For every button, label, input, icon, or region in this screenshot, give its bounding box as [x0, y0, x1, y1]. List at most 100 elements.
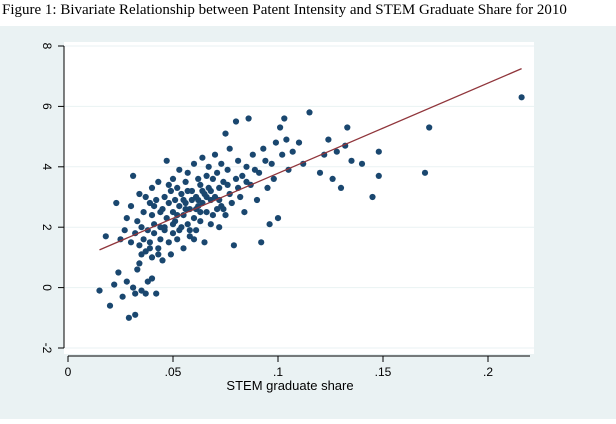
scatter-point [185, 188, 191, 194]
y-tick-label: 6 [40, 103, 54, 110]
scatter-point [180, 197, 186, 203]
scatter-point [155, 179, 161, 185]
scatter-point [103, 233, 109, 239]
scatter-point [264, 185, 270, 191]
x-tick-label: .05 [165, 365, 182, 379]
scatter-point [176, 167, 182, 173]
scatter-point [120, 294, 126, 300]
scatter-point [170, 176, 176, 182]
scatter-point [195, 197, 201, 203]
scatter-point [267, 221, 273, 227]
scatter-point [155, 251, 161, 257]
scatter-point [124, 279, 130, 285]
scatter-point [134, 266, 140, 272]
scatter-point [214, 170, 220, 176]
x-tick-label: 0 [65, 365, 72, 379]
scatter-point [250, 152, 256, 158]
scatter-point [290, 149, 296, 155]
scatter-point [254, 197, 260, 203]
scatter-point [128, 239, 134, 245]
scatter-point [176, 203, 182, 209]
y-tick-label: 2 [40, 224, 54, 231]
scatter-point [130, 173, 136, 179]
y-tick-label: -2 [40, 343, 54, 354]
scatter-point [325, 137, 331, 143]
scatter-point [122, 227, 128, 233]
scatter-point [157, 209, 163, 215]
scatter-point [164, 158, 170, 164]
scatter-point [306, 109, 312, 115]
x-tick-label: .2 [483, 365, 493, 379]
scatter-point [162, 194, 168, 200]
scatter-point [235, 158, 241, 164]
scatter-point [136, 242, 142, 248]
scatter-point [151, 203, 157, 209]
scatter-point [330, 176, 336, 182]
scatter-point [212, 152, 218, 158]
scatter-point [136, 191, 142, 197]
scatter-point [241, 209, 247, 215]
scatter-point [159, 257, 165, 263]
scatter-point [220, 206, 226, 212]
scatter-point [185, 221, 191, 227]
scatter-point [225, 167, 231, 173]
scatter-point [277, 124, 283, 130]
scatter-point [155, 245, 161, 251]
scatter-point [237, 194, 243, 200]
scatter-point [149, 254, 155, 260]
scatter-point [344, 124, 350, 130]
scatter-point [262, 158, 268, 164]
scatter-point [227, 146, 233, 152]
scatter-point [273, 140, 279, 146]
scatter-point [204, 209, 210, 215]
scatter-point [170, 230, 176, 236]
scatter-point [426, 124, 432, 130]
scatter-point [124, 215, 130, 221]
scatter-point [130, 285, 136, 291]
scatter-point [149, 185, 155, 191]
scatter-point [252, 167, 258, 173]
figure-title: Figure 1: Bivariate Relationship between… [2, 2, 567, 19]
scatter-point [96, 288, 102, 294]
chart-svg: -2024680.05.1.15.2 STEM graduate share [0, 26, 616, 419]
scatter-point [174, 236, 180, 242]
scatter-point [376, 149, 382, 155]
scatter-point [178, 191, 184, 197]
scatter-point [271, 176, 277, 182]
scatter-point [157, 236, 163, 242]
scatter-point [168, 188, 174, 194]
scatter-point [208, 221, 214, 227]
y-tick-label: 8 [40, 43, 54, 50]
scatter-point [338, 185, 344, 191]
scatter-point [204, 194, 210, 200]
x-tick-label: .1 [273, 365, 283, 379]
scatter-point [153, 197, 159, 203]
scatter-point [191, 161, 197, 167]
scatter-point [187, 227, 193, 233]
scatter-point [143, 194, 149, 200]
scatter-point [258, 239, 264, 245]
scatter-point [111, 282, 117, 288]
scatter-point [283, 137, 289, 143]
scatter-point [197, 182, 203, 188]
scatter-point [206, 164, 212, 170]
x-axis-label: STEM graduate share [226, 378, 353, 393]
scatter-point [141, 209, 147, 215]
scatter-point [147, 245, 153, 251]
plot-area [64, 42, 534, 354]
scatter-point [197, 218, 203, 224]
x-tick-label: .15 [375, 365, 392, 379]
scatter-chart: -2024680.05.1.15.2 STEM graduate share [0, 26, 616, 419]
scatter-point [208, 188, 214, 194]
scatter-point [107, 303, 113, 309]
scatter-point [166, 182, 172, 188]
scatter-point [231, 242, 237, 248]
scatter-point [216, 185, 222, 191]
scatter-point [246, 115, 252, 121]
scatter-point [359, 161, 365, 167]
y-tick-label: 4 [40, 163, 54, 170]
scatter-point [172, 197, 178, 203]
scatter-point [281, 115, 287, 121]
scatter-point [141, 236, 147, 242]
scatter-point [243, 179, 249, 185]
